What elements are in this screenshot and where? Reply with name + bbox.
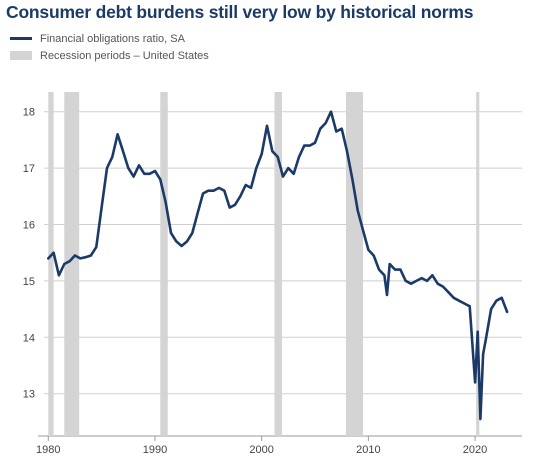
- y-tick-label: 14: [23, 332, 35, 344]
- recession-band: [64, 92, 80, 436]
- y-axis: 13 14 15 16 17 18: [23, 107, 35, 401]
- recession-band: [476, 92, 480, 436]
- recession-band: [160, 92, 168, 436]
- recession-band: [345, 92, 364, 436]
- recession-bands: [48, 92, 480, 436]
- x-axis: 1980 1990 2000 2010 2020: [36, 436, 487, 456]
- chart-legend: Financial obligations ratio, SA Recessio…: [10, 30, 209, 64]
- legend-line-swatch: [10, 37, 32, 40]
- y-tick-label: 15: [23, 276, 35, 288]
- recession-band: [48, 92, 54, 436]
- y-tick-label: 18: [23, 107, 35, 119]
- x-tick-label: 2020: [463, 444, 487, 456]
- chart-title: Consumer debt burdens still very low by …: [6, 2, 474, 22]
- legend-recession-label: Recession periods – United States: [40, 49, 209, 62]
- legend-recession-swatch: [10, 51, 32, 60]
- series-line: [46, 110, 509, 421]
- gridlines: [38, 111, 522, 437]
- series-lines: [46, 110, 509, 421]
- x-tick-label: 2000: [249, 444, 273, 456]
- x-tick-label: 1980: [36, 444, 60, 456]
- y-tick-label: 13: [23, 389, 35, 401]
- legend-line-label: Financial obligations ratio, SA: [40, 32, 185, 45]
- x-tick-label: 2010: [356, 444, 380, 456]
- legend-item-line: Financial obligations ratio, SA: [10, 30, 209, 47]
- y-tick-label: 16: [23, 220, 35, 232]
- y-tick-label: 17: [23, 163, 35, 175]
- recession-band: [274, 92, 282, 436]
- x-tick-label: 1990: [143, 444, 167, 456]
- legend-item-recession: Recession periods – United States: [10, 47, 209, 64]
